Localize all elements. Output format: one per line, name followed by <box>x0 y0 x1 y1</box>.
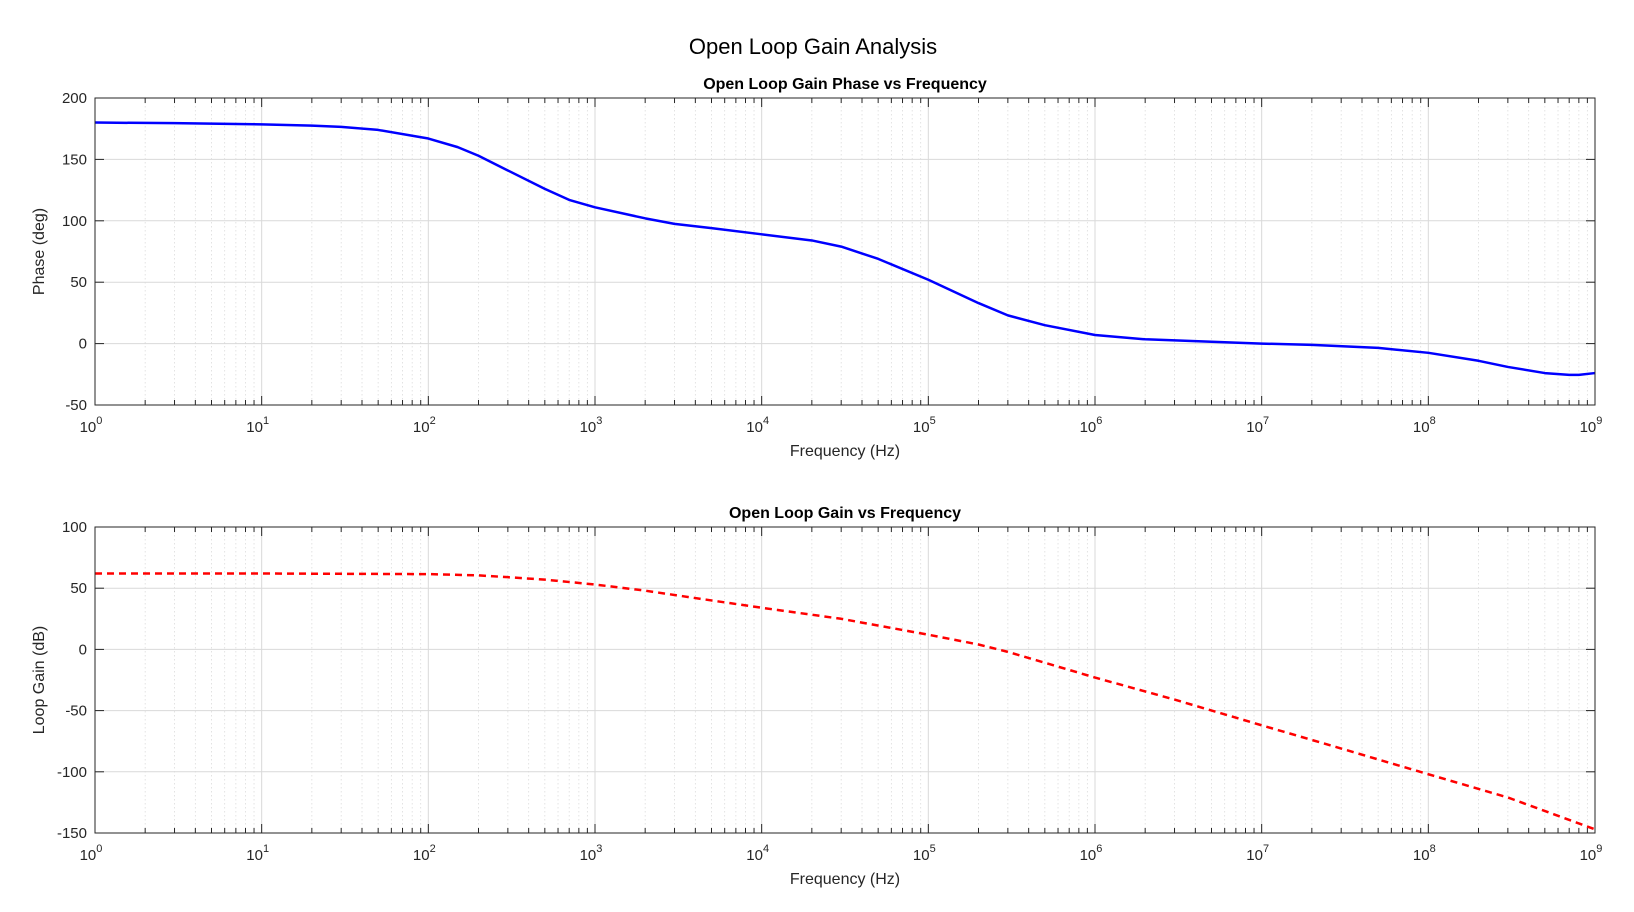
phase-x-tick-label: 102 <box>413 415 436 436</box>
phase-x-tick-label: 107 <box>1246 415 1269 436</box>
phase-axes-box <box>94 97 1596 406</box>
phase-x-tick-label: 105 <box>913 415 936 436</box>
phase-x-tick-label: 106 <box>1080 415 1103 436</box>
figure-title: Open Loop Gain Analysis <box>689 34 937 59</box>
gain-x-tick-label: 104 <box>746 843 769 864</box>
gain-x-tick-label: 107 <box>1246 843 1269 864</box>
phase-title: Open Loop Gain Phase vs Frequency <box>703 76 987 93</box>
phase-x-tick-label: 108 <box>1413 415 1436 436</box>
phase-x-axis-label: Frequency (Hz) <box>790 443 900 460</box>
gain-y-tick-label: 50 <box>70 580 87 597</box>
phase-x-tick-label: 109 <box>1580 415 1603 436</box>
gain-x-tick-label: 105 <box>913 843 936 864</box>
gain-x-axis-label: Frequency (Hz) <box>790 871 900 888</box>
gain-series-line <box>95 572 1596 831</box>
gain-plot-area <box>95 527 1595 833</box>
gain-axes-box <box>94 526 1596 834</box>
gain-x-tick-label: 106 <box>1080 843 1103 864</box>
phase-x-tick-label: 100 <box>80 415 103 436</box>
gain-x-tick-label: 102 <box>413 843 436 864</box>
gain-axes: 100 101 102 103 104 105 106 107 108 109 100 50 0 -50 -… <box>31 505 1602 888</box>
phase-y-tick-label: 200 <box>62 90 87 107</box>
phase-x-tick-label: 101 <box>246 415 269 436</box>
gain-x-tick-label: 108 <box>1413 843 1436 864</box>
phase-y-tick-label: 150 <box>62 151 87 168</box>
phase-y-tick-label: 50 <box>70 274 87 291</box>
phase-x-tick-label: 103 <box>580 415 603 436</box>
gain-x-tick-label: 103 <box>580 843 603 864</box>
gain-y-tick-label: -50 <box>65 703 87 720</box>
phase-plot-area <box>95 98 1595 405</box>
gain-x-tick-label: 109 <box>1580 843 1603 864</box>
phase-series-line <box>94 121 1596 377</box>
phase-y-axis-label: Phase (deg) <box>31 208 48 295</box>
gain-y-tick-label: 0 <box>79 641 87 658</box>
gain-y-tick-label: -100 <box>57 764 87 781</box>
gain-x-tick-label: 101 <box>246 843 269 864</box>
gain-y-tick-label: 100 <box>62 519 87 536</box>
phase-y-tick-label: -50 <box>65 397 87 414</box>
gain-title: Open Loop Gain vs Frequency <box>729 505 961 522</box>
phase-y-tick-label: 100 <box>62 213 87 230</box>
gain-y-axis-label: Loop Gain (dB) <box>31 626 48 735</box>
gain-x-tick-label: 100 <box>80 843 103 864</box>
phase-x-tick-label: 104 <box>746 415 769 436</box>
gain-y-tick-label: -150 <box>57 825 87 842</box>
phase-y-tick-label: 0 <box>79 336 87 353</box>
gain-grid <box>94 526 1596 834</box>
phase-axes: 100 101 102 103 104 105 106 107 108 109 200 150 100 5… <box>31 76 1602 460</box>
